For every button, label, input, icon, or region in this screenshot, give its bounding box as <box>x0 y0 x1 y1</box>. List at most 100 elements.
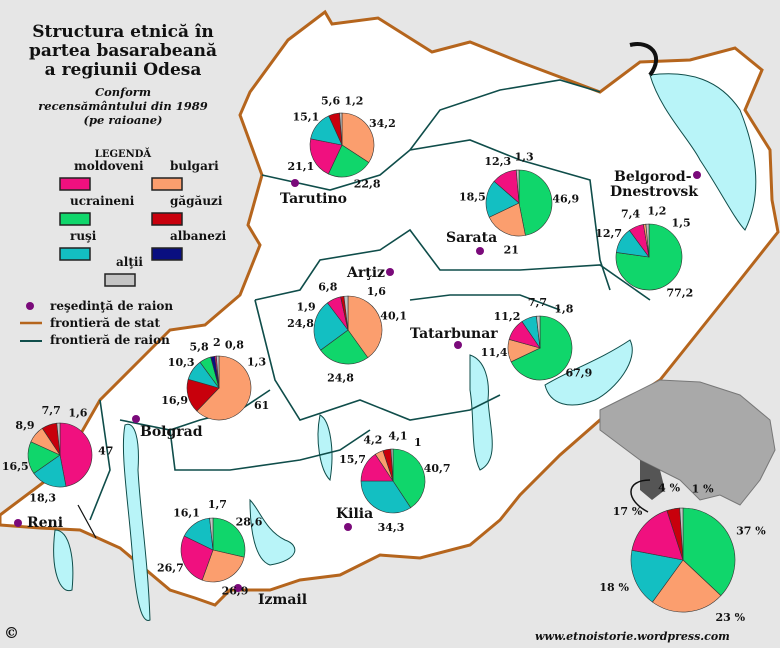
pie-label-ucraineni: 16,5 <box>2 460 29 473</box>
lake-katlabug <box>249 498 296 566</box>
subtitle-line-1: Conform <box>95 85 151 99</box>
pie-slice-ucraineni <box>682 507 736 597</box>
pie-labels-ar-iz: 40,1 24,8 24,8 6,8 1,6 1,9 <box>287 280 407 384</box>
city-tatarbunar: Tatarbunar <box>410 326 498 342</box>
pie-labels-sarata: 46,9 21 18,5 12,3 1,3 <box>459 150 579 256</box>
pie-label-gagauzi: 4,1 <box>388 429 407 442</box>
city-artiz: Arţiz <box>346 265 385 281</box>
city-belgorod-line-1: Belgorod- <box>614 169 692 185</box>
pie-slice-altii <box>339 112 343 146</box>
city-kilia: Kilia <box>336 506 373 522</box>
pie-slice-bulgari <box>652 559 722 613</box>
pie-slice-rusi <box>485 180 520 218</box>
legend-swatch-gagauzi <box>151 212 183 226</box>
pie-label-bulgari: 23 % <box>716 611 746 624</box>
legend-label-altii: alţii <box>116 255 143 269</box>
pie-charts <box>27 112 736 613</box>
cities: Tarutino Sarata Belgorod- Dnestrovsk Arţ… <box>14 169 701 608</box>
legend-swatch-altii <box>104 273 136 287</box>
pie-label-albanezi: 2 <box>213 336 221 349</box>
pie-label-altii: 1,2 <box>344 95 363 108</box>
seat-dot-belgorod <box>693 171 701 179</box>
pie-labels-kilia: 40,7 34,3 15,7 4,2 4,1 1 <box>339 429 450 534</box>
pie-slice-altii <box>515 169 520 204</box>
pie-slice-moldoveni <box>631 510 684 561</box>
pie-slice-moldoveni <box>180 535 214 581</box>
pie-label-rusi: 18 % <box>599 581 629 594</box>
lake-sasyk <box>544 339 633 406</box>
pie-label-rusi: 15,1 <box>293 111 320 124</box>
pie-label-altii: 1,6 <box>68 407 87 420</box>
website-link[interactable]: www.etnoistorie.wordpress.com <box>535 630 730 643</box>
pie-ar-iz <box>313 295 383 365</box>
city-izmail: Izmail <box>258 592 307 608</box>
pie-label-gagauzi: 7,7 <box>42 404 61 417</box>
legend-label-bulgari: bulgari <box>170 159 219 173</box>
pie-kilia <box>360 448 426 514</box>
arrow-inset <box>630 479 651 513</box>
pie-label-bulgari: 1,2 <box>647 205 666 218</box>
pie-label-bulgari: 40,1 <box>380 309 407 322</box>
legend-title: LEGENDĂ <box>95 148 152 160</box>
legend: LEGENDĂ moldoveni bulgari ucraineni găgăuzi… <box>20 148 227 347</box>
pie-label-moldoveni: 0,8 <box>225 339 244 352</box>
legend-swatch-ucraineni <box>59 212 91 226</box>
pie-slice-rusi <box>630 549 684 603</box>
title: Structura etnică în partea basarabeană a… <box>29 22 217 127</box>
title-line-1: Structura etnică în <box>32 22 214 42</box>
pie-slice-bulgari <box>196 355 252 421</box>
subtitle-line-2: recensământului din 1989 <box>38 99 208 113</box>
pie-label-rusi: 24,8 <box>287 317 314 330</box>
pie-label-bulgari: 8,9 <box>15 419 34 432</box>
pie-label-gagauzi: 16,9 <box>161 394 188 407</box>
pie-labels-bolgrad: 61 16,9 10,3 5,8 2 0,81,3 <box>161 336 269 412</box>
pie-label-moldoveni: 26,7 <box>157 561 184 574</box>
pie-label-altii: 1,8 <box>554 303 573 316</box>
title-line-2: partea basarabeană <box>29 41 217 61</box>
legend-label-albanezi: albanezi <box>170 229 227 243</box>
subtitle-line-3: (pe raioane) <box>84 113 163 127</box>
pie-reni <box>27 422 93 488</box>
pie-slice-ucraineni <box>212 517 246 558</box>
pie-label-ucraineni: 24,8 <box>327 371 354 384</box>
pie-label-gagauzi: 4 % <box>658 481 680 494</box>
lake-alibei <box>469 354 493 471</box>
pie-slice-altii <box>645 223 650 258</box>
pie-label-altii: 1,3 <box>515 150 534 163</box>
land-region <box>0 9 780 607</box>
pie-label-altii: 1,7 <box>208 498 227 511</box>
seat-dot-kilia <box>344 523 352 531</box>
lake-kitai <box>317 414 333 482</box>
pie-label-bulgari: 34,2 <box>369 117 396 130</box>
pie-label-moldoveni: 12,3 <box>484 155 511 168</box>
title-line-3: a regiunii Odesa <box>45 60 202 80</box>
pie-labels-tarutino: 34,2 22,8 21,1 15,15,6 1,2 <box>288 94 396 190</box>
legend-label-gagauzi: găgăuzi <box>170 194 223 208</box>
seat-dot-tatarbunar <box>454 341 462 349</box>
city-bolgrad: Bolgrad <box>140 424 203 440</box>
pie-label-rusi: 12,7 <box>595 227 622 240</box>
pie-label-altii: 1,9 <box>297 301 316 314</box>
pie-label-bulgari: 26,9 <box>222 584 249 597</box>
ukraine-inset-map <box>599 379 776 506</box>
seat-dot-izmail <box>234 584 242 592</box>
pie-label-rusi: 18,3 <box>29 492 56 505</box>
pie-label-gagauzi: 5,6 <box>321 94 340 107</box>
pie-label-altii: 1,5 <box>672 217 691 230</box>
bilhorod-lagoon-coast <box>629 42 658 77</box>
pie-label-bulgari: 21 <box>504 243 519 256</box>
odesa-region-highlight <box>640 460 665 500</box>
pie-tatarbunar <box>507 315 573 381</box>
water-bodies <box>53 73 757 621</box>
pie-label-ucraineni: 77,2 <box>667 286 694 299</box>
pie-label-rusi: 18,5 <box>459 191 486 204</box>
pie-belgorod-dnestrovsk <box>615 223 683 291</box>
pie-slice-bulgari <box>201 549 245 583</box>
seat-dot-bolgrad <box>132 415 140 423</box>
legend-swatch-albanezi <box>151 247 183 261</box>
pie-slice-altii <box>536 315 541 349</box>
pie-slice-bulgari <box>488 202 526 237</box>
pie-label-moldoveni: 21,1 <box>288 160 315 173</box>
